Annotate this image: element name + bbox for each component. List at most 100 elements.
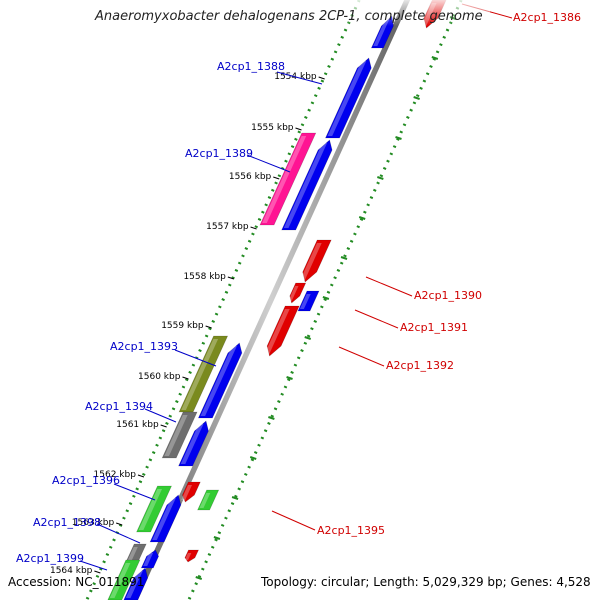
gene-leader-line: [144, 408, 177, 423]
gene-highlight: [283, 143, 328, 228]
kbp-tick: [227, 276, 235, 280]
gene-highlight: [109, 563, 131, 598]
gene-highlight: [184, 553, 192, 560]
kbp-tick: [182, 376, 189, 380]
gene-leader-line: [79, 560, 108, 571]
gene-a2cp1-1392[interactable]: [266, 305, 300, 357]
gene-a2cp1-1388[interactable]: [325, 57, 372, 139]
tick-mark: [286, 376, 293, 380]
tick-mark: [231, 496, 239, 500]
gene-a2cp1-1399-cds[interactable]: [123, 567, 149, 600]
gene-highlight: [152, 498, 176, 540]
accession-label: Accession:: [8, 575, 72, 589]
kbp-tick: [205, 325, 212, 329]
tick-mark: [395, 136, 402, 140]
kbp-label: 1556 kbp: [229, 172, 272, 182]
kbp-tick: [94, 570, 101, 574]
kbp-label: 1563 kbp: [72, 518, 115, 528]
topology-label: Topology:: [261, 575, 318, 589]
gene-highlight: [125, 571, 143, 598]
gene-label-a2cp1-1391[interactable]: A2cp1_1391: [400, 321, 468, 334]
accession-value: NC_011891: [75, 575, 145, 589]
gene-highlight: [181, 339, 219, 410]
tick-mark: [195, 576, 203, 580]
gene-a2cp1-1390[interactable]: [302, 239, 332, 283]
kbp-tick: [273, 176, 280, 180]
gene-a2cp1-1391[interactable]: [297, 290, 320, 312]
length-value: 5,029,329 bp: [422, 575, 503, 589]
kbp-label: 1562 kbp: [94, 470, 137, 480]
gene-label-a2cp1-1388[interactable]: A2cp1_1388: [217, 60, 285, 73]
gene-label-a2cp1-1394[interactable]: A2cp1_1394: [85, 400, 153, 413]
gene-highlight: [199, 493, 211, 508]
gene-leader-line: [276, 71, 323, 85]
gene-highlight: [143, 553, 154, 566]
kbp-label: 1557 kbp: [206, 222, 249, 232]
gene-leader-line: [271, 510, 316, 531]
genome-stats-footer: Topology: circular; Length: 5,029,329 bp…: [261, 575, 591, 589]
gene-highlight: [299, 294, 311, 309]
tick-mark: [358, 216, 366, 220]
gene-a2cp1-1393-cds[interactable]: [197, 342, 243, 419]
kbp-label: 1561 kbp: [116, 420, 159, 430]
tick-mark: [268, 416, 275, 420]
topology-value: circular: [320, 575, 366, 589]
kbp-tick: [116, 522, 123, 526]
gene-a2cp1-1389[interactable]: [259, 132, 317, 226]
accession-footer: Accession: NC_011891: [8, 575, 144, 589]
kbp-label: 1560 kbp: [138, 372, 181, 382]
gene-a2cp1-1389-cds[interactable]: [281, 139, 333, 231]
gene-highlight: [288, 286, 299, 301]
kbp-tick: [137, 474, 145, 478]
tick-mark: [431, 56, 439, 60]
tick-mark: [304, 336, 312, 340]
gene-highlight: [180, 424, 204, 464]
gene-a2cp1-1394[interactable]: [161, 411, 198, 459]
gene-highlight: [164, 415, 188, 456]
gene-a2cp1-1399[interactable]: [107, 559, 141, 600]
gene-a2cp1-1395[interactable]: [197, 489, 220, 511]
kbp-label: 1559 kbp: [161, 321, 204, 331]
gene-leader-line: [174, 349, 217, 367]
gene-label-a2cp1-1392[interactable]: A2cp1_1392: [386, 359, 454, 372]
gene-label-a2cp1-1393[interactable]: A2cp1_1393: [110, 340, 178, 353]
gene-label-a2cp1-1399[interactable]: A2cp1_1399: [16, 552, 84, 565]
gene-highlight: [264, 309, 290, 354]
gene-a2cp1-1396-cds[interactable]: [149, 494, 182, 543]
gene-leader-line: [354, 309, 399, 329]
kbp-label: 1555 kbp: [251, 123, 294, 133]
gene-highlight: [127, 547, 138, 560]
gene-highlight: [327, 61, 367, 136]
gene-a2cp1-1395-red[interactable]: [182, 481, 201, 503]
gene-label-a2cp1-1390[interactable]: A2cp1_1390: [414, 289, 482, 302]
gene-leader-line: [338, 346, 385, 367]
genes-label: Genes:: [510, 575, 553, 589]
gene-highlight: [262, 136, 307, 223]
gene-label-a2cp1-1386[interactable]: A2cp1_1386: [513, 11, 581, 24]
tick-mark: [377, 176, 384, 180]
gene-a2cp1-1398-cds[interactable]: [140, 549, 159, 569]
tick-mark: [413, 96, 420, 100]
gene-leader-line: [96, 523, 141, 544]
tick-mark: [213, 536, 221, 540]
gene-label-a2cp1-1395[interactable]: A2cp1_1395: [317, 524, 385, 537]
kbp-tick: [318, 76, 325, 80]
gene-label-a2cp1-1396[interactable]: A2cp1_1396: [52, 474, 120, 487]
gene-leader-line: [365, 276, 413, 297]
tick-mark: [249, 456, 257, 460]
gene-a2cp1-1394-cds[interactable]: [178, 420, 209, 467]
gene-a2cp1-1396[interactable]: [136, 485, 172, 533]
tick-ring-outer: [187, 0, 463, 600]
gene-highlight: [300, 243, 322, 280]
gene-highlight: [200, 346, 237, 416]
tick-ring-inner: [85, 0, 361, 600]
gene-reverse-small[interactable]: [184, 549, 199, 563]
gene-label-a2cp1-1398[interactable]: A2cp1_1398: [33, 516, 101, 529]
gene-label-a2cp1-1389[interactable]: A2cp1_1389: [185, 147, 253, 160]
gene-highlight: [181, 485, 192, 500]
gene-reverse-cds[interactable]: [289, 282, 307, 304]
tick-mark: [340, 256, 348, 260]
length-label: Length:: [373, 575, 419, 589]
